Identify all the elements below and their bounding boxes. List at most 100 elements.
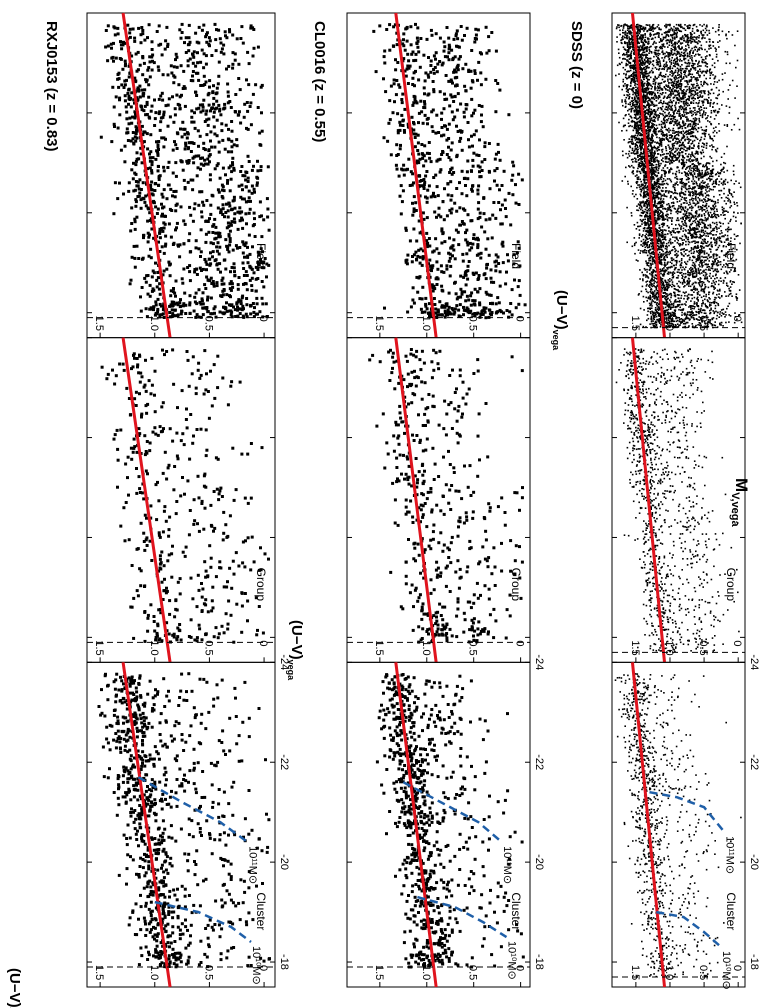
data-point [192, 706, 196, 710]
data-point [440, 153, 444, 156]
data-point [138, 676, 142, 680]
data-point [200, 299, 204, 303]
data-point [210, 925, 214, 929]
data-point [429, 869, 433, 873]
data-point [511, 160, 515, 164]
data-point [435, 575, 439, 579]
data-point [465, 170, 469, 174]
data-point [472, 889, 476, 893]
data-point [221, 276, 225, 280]
data-point [147, 379, 151, 383]
data-point [431, 194, 435, 198]
data-point [180, 784, 184, 788]
data-point [393, 675, 397, 679]
data-point [156, 433, 160, 437]
data-point [455, 635, 459, 639]
data-point [133, 36, 137, 40]
data-point [488, 217, 492, 221]
data-point [154, 812, 158, 816]
data-point [483, 517, 487, 521]
data-point [465, 963, 469, 967]
data-point [158, 230, 162, 234]
data-point [476, 78, 479, 82]
data-point [453, 55, 457, 59]
data-point [478, 51, 482, 55]
data-point [224, 523, 228, 527]
data-point [142, 793, 146, 797]
data-point [476, 633, 480, 637]
data-point [421, 515, 425, 519]
data-point [220, 858, 224, 861]
data-point [423, 469, 426, 473]
data-point [160, 202, 163, 206]
data-point [400, 101, 404, 105]
data-point [147, 860, 151, 864]
data-point [399, 754, 403, 757]
data-point [110, 46, 113, 50]
data-point [142, 540, 146, 543]
data-point [498, 270, 502, 274]
data-point [189, 250, 193, 254]
data-point [411, 628, 415, 632]
data-point [147, 922, 151, 926]
data-point [392, 449, 396, 453]
data-point [239, 170, 243, 173]
data-point [159, 893, 163, 897]
data-point [217, 252, 221, 256]
x-tick-label: -18 [278, 954, 290, 970]
data-point [200, 595, 204, 599]
data-point [421, 449, 425, 453]
data-point [202, 527, 206, 531]
data-point [456, 534, 460, 538]
data-point [430, 801, 434, 805]
data-point [436, 952, 440, 956]
data-point [420, 617, 424, 621]
data-point [431, 394, 435, 398]
data-point [119, 40, 122, 44]
data-point [143, 585, 146, 588]
data-point [152, 925, 155, 929]
data-point [425, 814, 429, 818]
data-point [480, 113, 483, 117]
data-point [435, 503, 439, 507]
data-point [410, 52, 414, 56]
data-point [233, 274, 237, 278]
data-point [205, 268, 208, 272]
data-point [408, 184, 412, 187]
data-point [415, 938, 419, 942]
data-point [148, 307, 152, 311]
data-point [443, 240, 447, 244]
data-point [384, 675, 388, 679]
data-point [123, 700, 127, 704]
data-point [111, 368, 114, 372]
data-point [494, 269, 498, 273]
data-point [394, 690, 398, 694]
data-point [251, 918, 255, 922]
data-point [217, 150, 221, 154]
data-point [406, 916, 410, 920]
data-point [469, 309, 473, 313]
data-point [191, 355, 195, 359]
data-point [460, 696, 464, 699]
data-point [518, 293, 522, 297]
data-point [479, 312, 483, 316]
data-point [220, 122, 224, 126]
data-point [444, 124, 447, 128]
data-point [192, 207, 196, 211]
data-point [100, 711, 104, 715]
data-point [444, 584, 448, 588]
data-point [136, 594, 140, 598]
data-point [249, 964, 253, 967]
data-point [127, 787, 131, 791]
data-point [249, 568, 253, 572]
data-point [422, 164, 426, 168]
data-point [128, 116, 132, 120]
data-point [497, 150, 500, 154]
data-point [117, 71, 121, 75]
data-point [433, 210, 437, 214]
data-point [464, 89, 468, 93]
data-point [133, 101, 136, 105]
data-point [166, 166, 170, 169]
data-point [127, 102, 130, 106]
data-point [130, 222, 134, 225]
